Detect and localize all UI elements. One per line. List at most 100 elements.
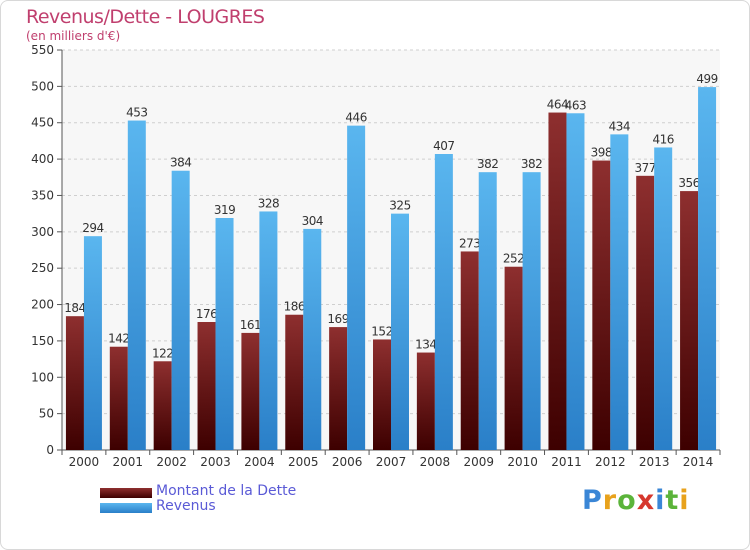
data-label-debt: 152 xyxy=(371,324,392,338)
proxiti-logo: Proxiti xyxy=(582,485,690,516)
x-tick-label: 2006 xyxy=(332,455,363,469)
bar-debt xyxy=(241,332,260,450)
bar-debt xyxy=(680,191,699,450)
data-label-debt: 377 xyxy=(634,161,655,175)
legend-label-debt: Montant de la Dette xyxy=(156,483,297,499)
x-tick-label: 2014 xyxy=(683,455,714,469)
logo-letter: P xyxy=(582,485,603,516)
x-tick-label: 2004 xyxy=(244,455,275,469)
bar-revenue xyxy=(522,172,541,450)
logo-letter: o xyxy=(617,485,637,516)
x-tick-label: 2013 xyxy=(639,455,670,469)
data-label-revenue: 434 xyxy=(609,119,630,133)
y-tick-label: 200 xyxy=(31,298,54,312)
bar-revenue xyxy=(347,125,366,451)
x-tick-label: 2007 xyxy=(376,455,407,469)
y-tick-label: 550 xyxy=(31,43,54,57)
x-tick-label: 2003 xyxy=(200,455,231,469)
data-label-revenue: 325 xyxy=(389,199,410,213)
bar-revenue xyxy=(478,172,497,450)
bar-revenue xyxy=(127,120,146,450)
bar-debt xyxy=(636,175,655,450)
data-label-revenue: 319 xyxy=(214,203,235,217)
data-label-debt: 252 xyxy=(503,252,524,266)
data-label-revenue: 294 xyxy=(82,221,103,235)
data-label-debt: 169 xyxy=(327,312,348,326)
data-label-debt: 186 xyxy=(284,300,305,314)
logo-letter: r xyxy=(602,485,618,516)
data-label-debt: 161 xyxy=(240,318,261,332)
data-label-revenue: 382 xyxy=(477,157,498,171)
bar-revenue xyxy=(83,236,102,450)
bar-revenue xyxy=(171,170,190,450)
data-label-debt: 398 xyxy=(591,146,612,160)
legend-swatch-revenue xyxy=(100,503,152,513)
bar-revenue xyxy=(654,147,673,451)
y-tick-label: 50 xyxy=(39,407,54,421)
data-label-debt: 273 xyxy=(459,236,480,250)
x-tick-label: 2012 xyxy=(595,455,626,469)
legend-item-revenue: Revenus xyxy=(100,498,420,516)
y-tick-label: 300 xyxy=(31,225,54,239)
bar-revenue xyxy=(698,87,717,450)
bar-revenue xyxy=(215,218,234,450)
bar-revenue xyxy=(610,134,629,450)
x-tick-label: 2001 xyxy=(113,455,144,469)
y-tick-label: 400 xyxy=(31,152,54,166)
data-label-revenue: 328 xyxy=(258,196,279,210)
data-label-revenue: 446 xyxy=(345,111,366,125)
data-label-debt: 356 xyxy=(678,176,699,190)
data-label-revenue: 384 xyxy=(170,156,191,170)
x-tick-label: 2008 xyxy=(420,455,451,469)
y-tick-label: 0 xyxy=(46,443,54,457)
data-label-revenue: 453 xyxy=(126,106,147,120)
logo-letter: t xyxy=(665,485,680,516)
bar-debt xyxy=(504,266,523,450)
x-tick-label: 2011 xyxy=(551,455,582,469)
x-tick-label: 2005 xyxy=(288,455,319,469)
bar-chart: 0 50 100 150 200 250 300 350 400 450 500 550 184 294 2… xyxy=(31,43,721,469)
data-label-revenue: 382 xyxy=(521,157,542,171)
bar-revenue xyxy=(566,113,585,450)
legend-label-revenue: Revenus xyxy=(156,498,216,514)
data-label-revenue: 304 xyxy=(302,214,323,228)
bar-debt xyxy=(460,251,479,450)
x-tick-label: 2010 xyxy=(507,455,538,469)
bar-debt xyxy=(373,339,391,450)
bar-debt xyxy=(548,112,567,450)
y-tick-label: 250 xyxy=(31,261,54,275)
data-label-revenue: 416 xyxy=(652,132,673,146)
bar-debt xyxy=(65,316,84,450)
bar-debt xyxy=(153,361,172,450)
legend-item-debt: Montant de la Dette xyxy=(100,483,420,501)
data-label-debt: 176 xyxy=(196,307,217,321)
data-label-debt: 142 xyxy=(108,332,129,346)
y-tick-label: 350 xyxy=(31,188,54,202)
bar-revenue xyxy=(303,228,322,450)
y-tick-label: 450 xyxy=(31,116,54,130)
bar-revenue xyxy=(434,154,453,450)
legend-swatch-debt xyxy=(100,488,152,498)
data-label-revenue: 407 xyxy=(433,139,454,153)
unit-label: (en milliers d'€) xyxy=(26,29,121,43)
chart-title: Revenus/Dette - LOUGRES xyxy=(26,6,265,28)
x-tick-label: 2000 xyxy=(69,455,100,469)
x-tick-label: 2002 xyxy=(156,455,187,469)
logo-letter: i xyxy=(679,485,690,516)
data-label-revenue: 499 xyxy=(696,72,717,86)
data-label-debt: 464 xyxy=(547,98,568,112)
bar-revenue xyxy=(391,213,409,450)
data-label-revenue: 463 xyxy=(565,98,586,112)
x-tick-label: 2009 xyxy=(463,455,494,469)
y-tick-label: 150 xyxy=(31,334,54,348)
bar-debt xyxy=(285,314,304,450)
data-label-debt: 122 xyxy=(152,346,173,360)
bar-revenue xyxy=(259,211,278,450)
bar-debt xyxy=(109,346,128,450)
data-label-debt: 184 xyxy=(64,301,85,315)
y-tick-label: 100 xyxy=(31,370,54,384)
logo-letter: i xyxy=(655,485,666,516)
bar-debt xyxy=(416,352,435,450)
y-tick-label: 500 xyxy=(31,79,54,93)
bar-debt xyxy=(197,322,216,450)
